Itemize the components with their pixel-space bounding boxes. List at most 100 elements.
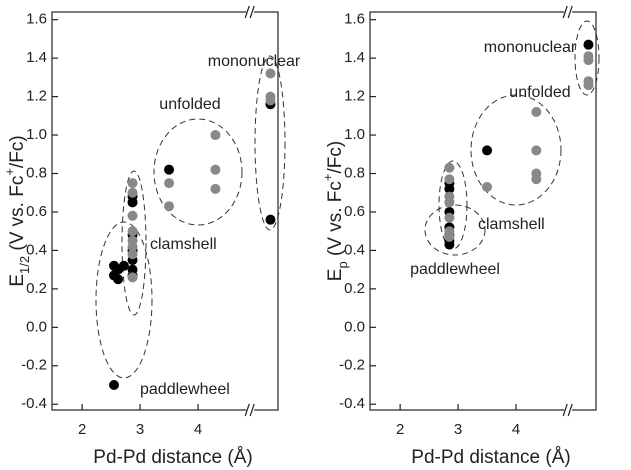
y-axis-label-part: 1/2 bbox=[17, 256, 32, 274]
axis-break bbox=[249, 5, 255, 19]
y-axis-label-part: p bbox=[335, 261, 350, 268]
point bbox=[583, 39, 594, 50]
point bbox=[444, 239, 455, 250]
axis-break bbox=[562, 403, 568, 417]
y-tick-label: 0.4 bbox=[344, 241, 365, 258]
y-tick-label: 1.2 bbox=[344, 88, 365, 105]
y-axis-label: E1/2 (V vs. Fc+/Fc) bbox=[2, 135, 32, 286]
point bbox=[164, 178, 175, 189]
axis-break bbox=[244, 403, 250, 417]
x-tick-label: 3 bbox=[136, 421, 144, 438]
axis-break bbox=[567, 403, 573, 417]
point bbox=[118, 260, 129, 271]
axis-break bbox=[249, 403, 255, 417]
ellipse bbox=[254, 55, 286, 231]
point bbox=[113, 274, 124, 285]
y-axis-label: Ep (V vs. Fc+/Fc) bbox=[320, 141, 350, 281]
y-axis-label-part: /Fc) bbox=[325, 141, 346, 174]
y-axis-label-part: /Fc) bbox=[7, 135, 28, 168]
y-axis-label-part: E bbox=[325, 269, 346, 282]
ellipse bbox=[121, 170, 147, 316]
point bbox=[127, 197, 138, 208]
y-tick-label: -0.2 bbox=[21, 357, 47, 374]
ellipse bbox=[438, 160, 468, 250]
y-tick-label: 0.0 bbox=[344, 318, 365, 335]
y-tick-label: 0.4 bbox=[26, 241, 47, 258]
point bbox=[444, 212, 455, 223]
point bbox=[482, 181, 493, 192]
annotation: clamshell bbox=[478, 216, 545, 233]
y-axis-label-part: + bbox=[320, 173, 335, 181]
ellipse bbox=[574, 20, 600, 96]
y-tick-label: -0.4 bbox=[21, 395, 47, 412]
point bbox=[444, 183, 455, 194]
axis-break-gap bbox=[564, 408, 573, 412]
y-tick-label: 1.4 bbox=[344, 49, 365, 66]
y-axis-label-part: + bbox=[2, 168, 17, 176]
y-tick-label: 0.8 bbox=[344, 164, 365, 181]
ellipse bbox=[95, 221, 153, 379]
point bbox=[164, 201, 175, 212]
annotation: mononuclear bbox=[484, 39, 577, 56]
x-axis-label: Pd-Pd distance (Å) bbox=[411, 447, 570, 468]
ellipse bbox=[153, 118, 243, 226]
x-axis-label: Pd-Pd distance (Å) bbox=[93, 447, 252, 468]
x-tick-label: 2 bbox=[396, 421, 404, 438]
annotation: paddlewheel bbox=[140, 381, 230, 398]
axis-break bbox=[567, 5, 573, 19]
point bbox=[210, 164, 221, 175]
y-tick-label: 1.6 bbox=[26, 11, 47, 28]
annotation: paddlewheel bbox=[410, 261, 500, 278]
y-tick-label: 1.0 bbox=[26, 126, 47, 143]
ellipses-right bbox=[424, 20, 600, 256]
point bbox=[531, 174, 542, 185]
point bbox=[127, 178, 138, 189]
point bbox=[127, 249, 138, 260]
point bbox=[583, 80, 594, 91]
point bbox=[265, 68, 276, 79]
point bbox=[109, 380, 120, 391]
y-tick-label: 1.2 bbox=[26, 88, 47, 105]
point bbox=[531, 106, 542, 117]
point bbox=[127, 241, 138, 252]
point bbox=[444, 231, 455, 242]
point bbox=[444, 174, 455, 185]
point bbox=[583, 55, 594, 66]
point bbox=[127, 187, 138, 198]
axis-break-gap bbox=[246, 10, 255, 14]
point bbox=[164, 164, 175, 175]
x-tick-label: 4 bbox=[194, 421, 202, 438]
annotation: clamshell bbox=[150, 236, 217, 253]
point bbox=[265, 214, 276, 225]
point bbox=[127, 210, 138, 221]
x-tick-label: 3 bbox=[454, 421, 462, 438]
y-axis-label-part: E bbox=[7, 274, 28, 287]
axis-break-gap bbox=[246, 408, 255, 412]
y-tick-label: -0.2 bbox=[339, 357, 365, 374]
point bbox=[265, 95, 276, 106]
y-tick-label: 1.6 bbox=[344, 11, 365, 28]
y-tick-label: 1.0 bbox=[344, 126, 365, 143]
point bbox=[210, 183, 221, 194]
y-tick-label: 1.4 bbox=[26, 49, 47, 66]
annotation: mononuclear bbox=[208, 53, 301, 70]
plot-frame bbox=[369, 11, 597, 411]
axis-break bbox=[562, 5, 568, 19]
y-tick-label: -0.4 bbox=[339, 395, 365, 412]
y-tick-label: 0.2 bbox=[344, 280, 365, 297]
annotation: unfolded bbox=[509, 84, 570, 101]
x-tick-label: 2 bbox=[78, 421, 86, 438]
axis-break bbox=[244, 5, 250, 19]
plot-frame bbox=[51, 11, 279, 411]
point bbox=[531, 145, 542, 156]
y-axis-label-part: (V vs. Fc bbox=[325, 181, 346, 261]
y-axis-label-part: (V vs. Fc bbox=[7, 176, 28, 256]
x-tick-label: 4 bbox=[512, 421, 520, 438]
y-tick-label: 0.0 bbox=[26, 318, 47, 335]
point bbox=[210, 130, 221, 141]
y-tick-label: 0.6 bbox=[26, 203, 47, 220]
point bbox=[444, 162, 455, 173]
y-tick-label: 0.6 bbox=[344, 203, 365, 220]
annotation: unfolded bbox=[159, 96, 220, 113]
